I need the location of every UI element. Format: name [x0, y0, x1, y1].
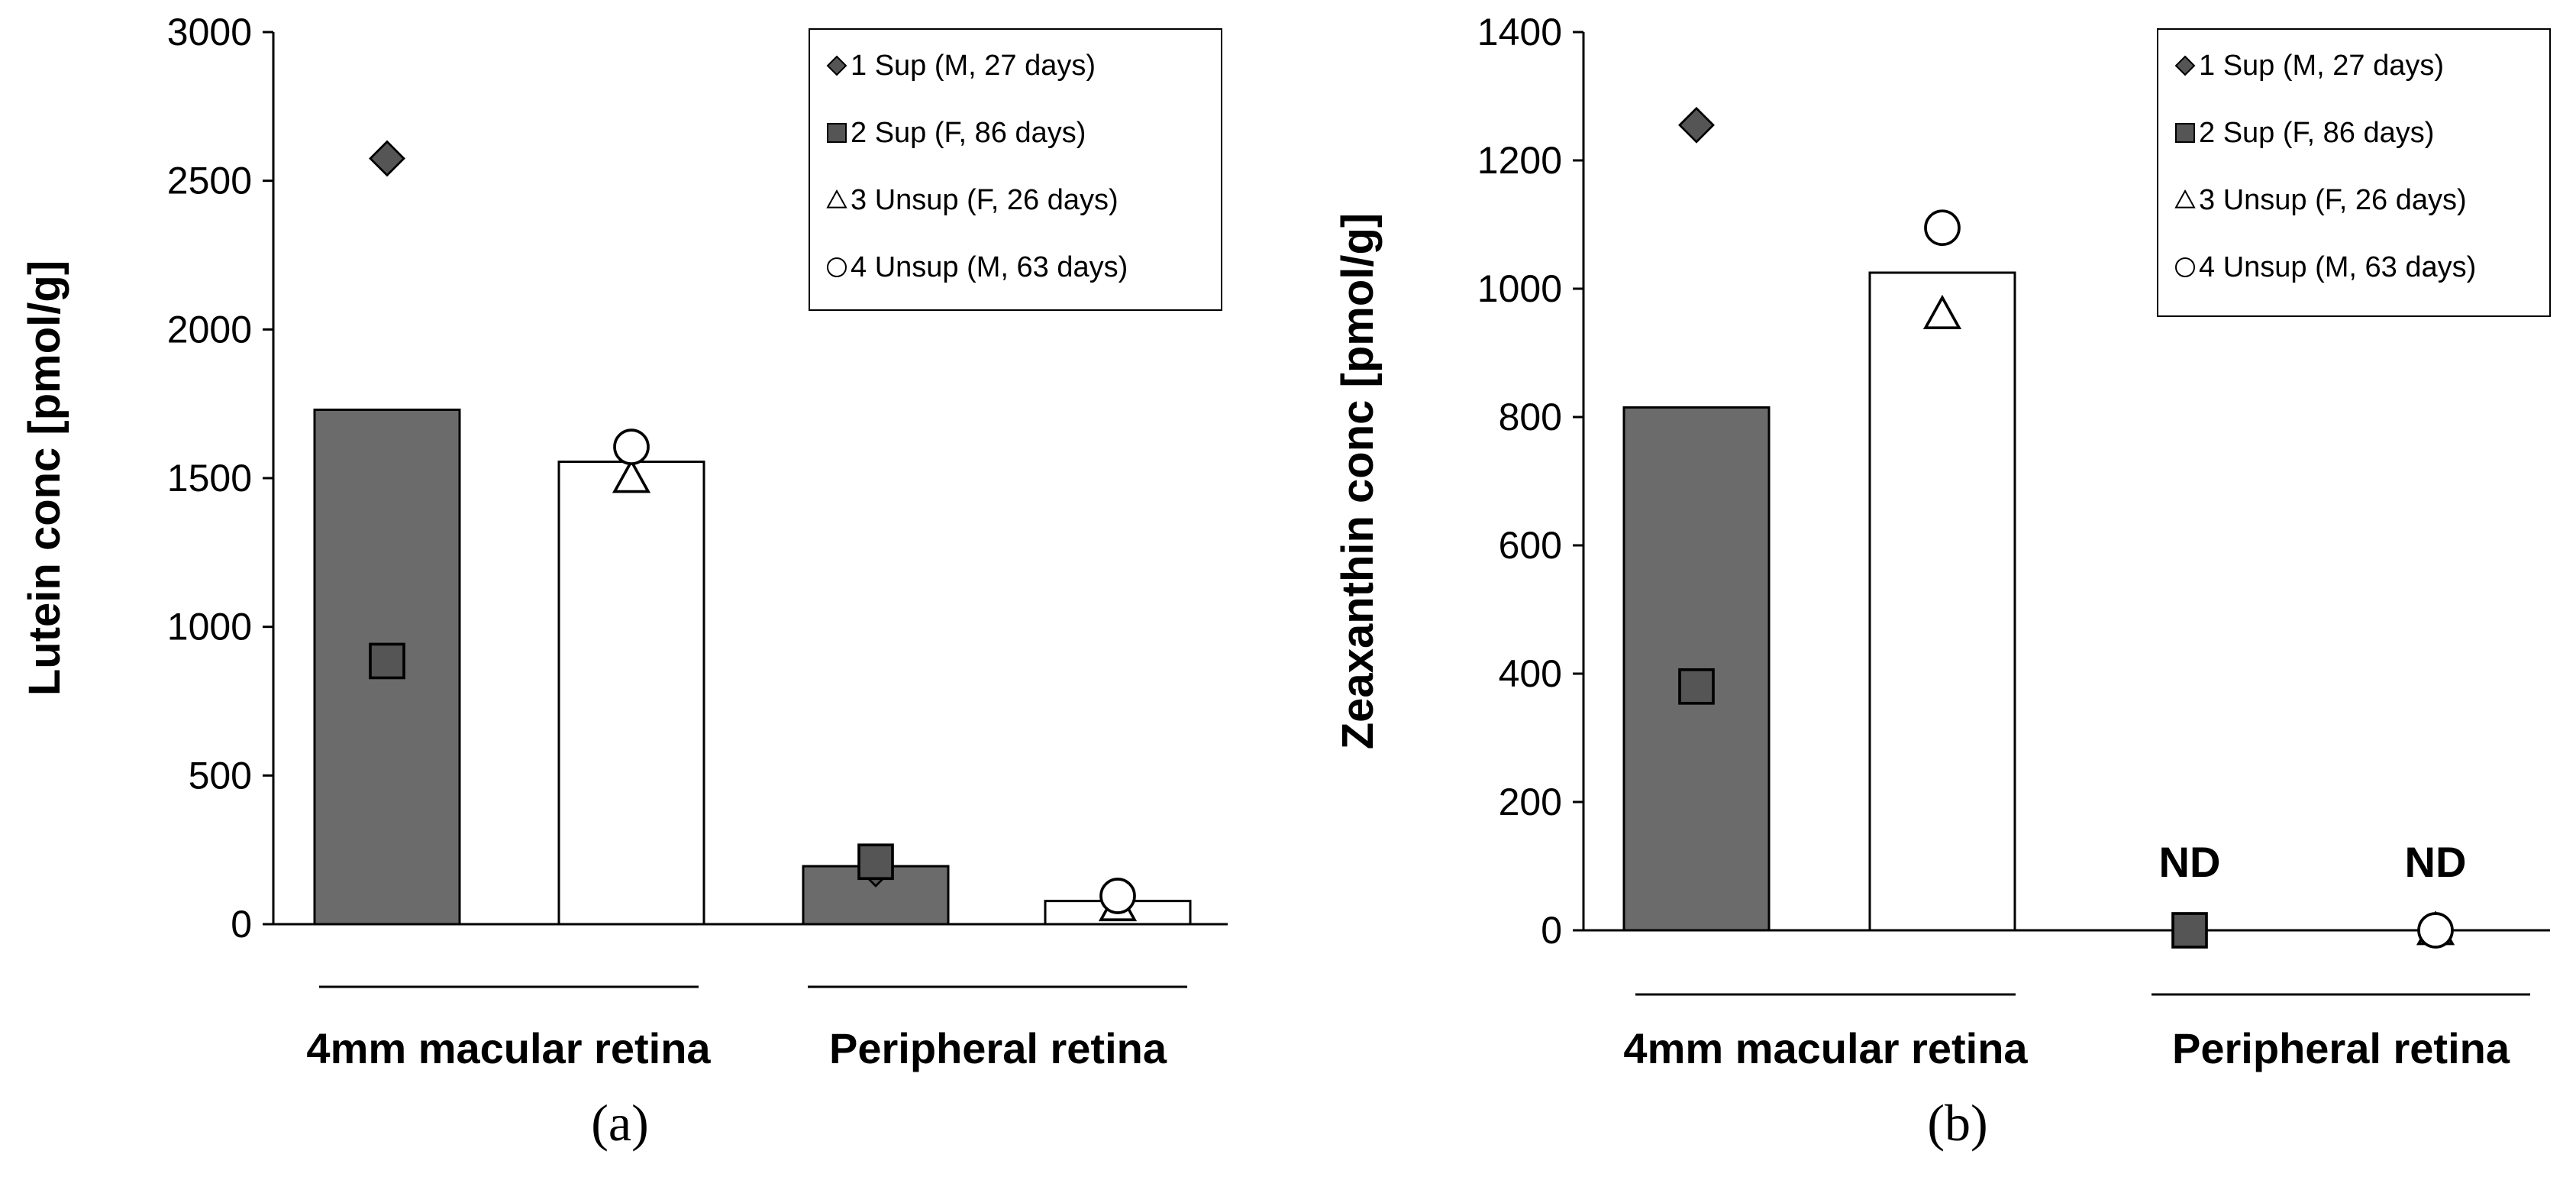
bar-unsup [557, 461, 705, 926]
data-point-subject-2 [857, 843, 894, 881]
legend-entry: 4 Unsup (M, 63 days) [851, 251, 1128, 283]
legend-entry: 1 Sup (M, 27 days) [2199, 50, 2444, 82]
y-tick-label: 1200 [1477, 139, 1562, 182]
legend-marker-square [2175, 123, 2195, 143]
data-point-subject-4 [1099, 878, 1136, 914]
legend-entry: 1 Sup (M, 27 days) [851, 50, 1096, 82]
data-point-subject-4 [2417, 912, 2454, 949]
legend-entry: 3 Unsup (F, 26 days) [2199, 184, 2467, 216]
legend: 1 Sup (M, 27 days) 2 Sup (F, 86 days) 3 Un… [809, 28, 1222, 311]
legend-marker-triangle [826, 189, 847, 209]
panel-b-zeaxanthin-chart: 0 200 400 600 800 1000 1200 1400 Zeaxanthin conc… [1333, 11, 2551, 1152]
legend-box [2157, 28, 2551, 317]
y-tick-label: 500 [189, 754, 252, 797]
panel-label: (b) [1927, 1094, 1987, 1152]
y-tick-label: 400 [1499, 652, 1562, 695]
y-tick-label: 0 [231, 903, 252, 946]
legend-box [809, 28, 1222, 311]
bar-unsup [1868, 271, 2016, 932]
y-tick-label: 1400 [1477, 11, 1562, 53]
data-point-subject-2 [2171, 912, 2208, 949]
y-tick-label: 3000 [167, 11, 252, 53]
y-axis-title: Lutein conc [pmol/g] [20, 260, 69, 696]
legend-marker-triangle [2174, 189, 2196, 209]
y-tick-label: 200 [1499, 781, 1562, 823]
y-tick-label: 1000 [1477, 267, 1562, 310]
legend-entry: 2 Sup (F, 86 days) [2199, 117, 2434, 149]
y-tick-label: 600 [1499, 524, 1562, 567]
panel-label: (a) [591, 1094, 648, 1152]
group-label: 4mm macular retina [1623, 1024, 2028, 1072]
data-point-subject-3 [1922, 294, 1962, 330]
panel-a-lutein-chart: 0 500 1000 1500 2000 2500 3000 Lutein conc [pmo… [20, 11, 1228, 1152]
data-point-subject-2 [1678, 668, 1715, 705]
data-point-subject-4 [613, 428, 650, 465]
group-label: Peripheral retina [829, 1024, 1167, 1072]
y-tick-label: 1000 [167, 606, 252, 648]
legend-entry: 4 Unsup (M, 63 days) [2199, 251, 2476, 283]
nd-label: ND [2405, 838, 2467, 886]
y-tick-label: 0 [1541, 909, 1562, 952]
legend-marker-circle [827, 257, 847, 277]
group-label: Peripheral retina [2172, 1024, 2510, 1072]
legend-marker-diamond [826, 55, 847, 76]
y-tick-label: 1500 [167, 457, 252, 500]
y-tick-label: 2500 [167, 160, 252, 202]
data-point-subject-1 [1678, 106, 1715, 144]
data-point-subject-3 [612, 458, 651, 493]
nd-label: ND [2159, 838, 2221, 886]
legend: 1 Sup (M, 27 days) 2 Sup (F, 86 days) 3 Un… [2157, 28, 2551, 317]
legend-entry: 2 Sup (F, 86 days) [851, 117, 1086, 149]
y-axis-title: Zeaxanthin conc [pmol/g] [1333, 213, 1383, 750]
legend-marker-circle [2175, 257, 2195, 277]
data-point-subject-1 [369, 140, 405, 177]
legend-entry: 3 Unsup (F, 26 days) [851, 184, 1119, 216]
legend-marker-diamond [2174, 55, 2196, 76]
y-tick-label: 2000 [167, 308, 252, 351]
y-tick-label: 800 [1499, 396, 1562, 438]
group-label: 4mm macular retina [306, 1024, 711, 1072]
data-point-subject-2 [369, 642, 405, 680]
legend-marker-square [827, 123, 847, 143]
data-point-subject-4 [1924, 209, 1961, 247]
